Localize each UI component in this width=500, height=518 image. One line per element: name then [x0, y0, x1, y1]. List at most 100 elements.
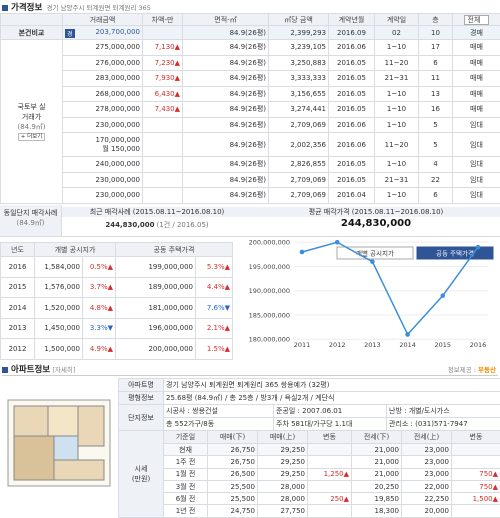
per_m2-cell: 2,826,855 [269, 157, 329, 173]
official-cell: 4.9%▲ [83, 339, 116, 360]
price: 203,700,000 [95, 28, 140, 36]
header-cell: 전세(下) [352, 431, 402, 444]
area-cell: 84.9(26평) [183, 157, 269, 173]
complex-cell: 주차 581대/가구당 1.1대 [274, 418, 387, 431]
kind: 매매 [470, 59, 483, 67]
per_m2: 2,002,356 [290, 141, 326, 149]
market-value: 26,750 [231, 458, 256, 466]
avg-label: 평균 매각가격 (2015.08.11~2016.08.10) [252, 207, 500, 217]
official-cell: 5.3%▲ [196, 257, 233, 278]
market-value: 28,000 [281, 483, 306, 491]
area: 84.9(26평) [230, 29, 266, 37]
price: 230,000,000 [95, 191, 140, 199]
floor-cell: 13 [419, 86, 453, 102]
ym-cell: 2016.05 [329, 86, 375, 102]
diff: 7,430▲ [155, 105, 180, 113]
data-point [300, 250, 305, 255]
apt-header: 아파트정보 [자세히] 정보제공 : 부동산 [2, 363, 498, 376]
ym-cell: 2016.05 [329, 157, 375, 173]
market-cell [308, 505, 352, 517]
area: 84.9(26평) [230, 74, 266, 82]
kind: 임대 [470, 191, 483, 199]
floor-cell: 5 [419, 117, 453, 133]
ym-cell: 2016.06 [329, 117, 375, 133]
market-value: 22,000 [425, 483, 450, 491]
complex-cell: 준공일 : 2007.06.01 [274, 405, 387, 418]
header-cell: 면적-㎡ [183, 14, 269, 26]
day: 21~31 [385, 176, 409, 184]
kind: 경매 [470, 29, 483, 37]
area: 84.9(26평) [230, 59, 266, 67]
floor: 16 [431, 105, 440, 113]
market-cell: 18,300 [352, 505, 402, 517]
official-cell: 2016 [1, 257, 35, 278]
ym: 2016.04 [337, 191, 366, 199]
market-value: 26,750 [231, 446, 256, 454]
kind: 임대 [470, 141, 483, 149]
more-button[interactable]: + 더보기 [18, 133, 46, 141]
area-cell: 84.9(26평) [183, 188, 269, 204]
market-cell: 26,500 [208, 468, 258, 480]
price-header: 가격정보 경기 남양주시 퇴계원면 퇴계원리 365 [2, 1, 151, 13]
market-value: 20,250 [375, 483, 400, 491]
floor: 17 [431, 43, 440, 51]
price-cell: 230,000,000 [63, 172, 143, 188]
diff-cell: 7,130▲ [143, 40, 183, 56]
market-cell: 26,750 [208, 456, 258, 468]
price: 240,000,000 [95, 160, 140, 168]
official-cell: 1,576,000 [35, 277, 83, 298]
kind-cell: 임대 [453, 188, 500, 204]
day: 11~20 [385, 141, 409, 149]
header-cell: 계약일 [375, 14, 419, 26]
filter-cell: 전체 [453, 14, 500, 26]
recent-label: 최근 매각사례 (2015.08.11~2016.08.10) [62, 207, 252, 217]
day-cell: 1~10 [375, 40, 419, 56]
section-title: 아파트정보 [11, 365, 50, 375]
group-title: 국토부 실거래가 [16, 102, 48, 122]
kind: 매매 [470, 90, 483, 98]
per_m2: 2,826,855 [290, 160, 326, 168]
kind-cell: 매매 [453, 71, 500, 87]
market-cell [452, 505, 500, 517]
header-cell: 년도 [1, 243, 35, 257]
kind-cell: 임대 [453, 117, 500, 133]
detail-link[interactable]: [자세히] [52, 366, 75, 374]
per_m2-cell: 3,274,441 [269, 102, 329, 118]
market-label: 시세(만원) [119, 431, 164, 518]
diff-cell: 7,930▲ [143, 71, 183, 87]
official-cell: 2012 [1, 339, 35, 360]
market-cell: 24,750 [208, 505, 258, 517]
ym: 2016.05 [337, 74, 366, 82]
official-cell: 1,520,000 [35, 298, 83, 319]
market-cell: 750▲ [452, 468, 500, 480]
header-cell: 매매(下) [208, 431, 258, 444]
floor: 22 [431, 176, 440, 184]
ym-cell: 2016.05 [329, 71, 375, 87]
market-value: 3월 전 [176, 483, 196, 491]
kind: 매매 [470, 105, 483, 113]
diff: 6,430▲ [155, 90, 180, 98]
market-value: 1,250▲ [324, 470, 349, 478]
market-cell: 750▲ [452, 480, 500, 492]
info-value: 경기 남양주시 퇴계원면 퇴계원리 365 쌍용예가 (32평) [164, 379, 500, 392]
floor: 11 [431, 74, 440, 82]
toggle-button[interactable]: 공동 주택가격 [417, 247, 493, 259]
market-value: 25,500 [231, 483, 256, 491]
filter-select[interactable]: 전체 [464, 15, 490, 25]
kind-cell: 임대 [453, 172, 500, 188]
complex-cell: 난방 : 개별/도시가스 [387, 405, 500, 418]
